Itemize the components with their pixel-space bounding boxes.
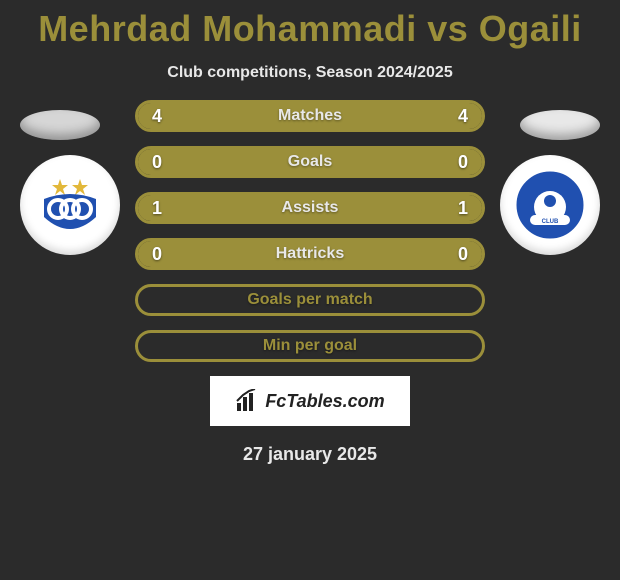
stat-value-right: 0 [458, 244, 468, 265]
club-badge-right: CLUB [500, 155, 600, 255]
club-logo-right-icon: CLUB [510, 165, 590, 245]
club-badge-left [20, 155, 120, 255]
comparison-panel: CLUB 4 4 Matches 0 0 Goals 1 1 Assists 0 0 Hattrick… [0, 100, 620, 465]
fctables-banner[interactable]: FcTables.com [210, 376, 410, 426]
chart-icon [235, 389, 259, 413]
stat-row: Min per goal [135, 330, 485, 362]
club-logo-left-icon [30, 165, 110, 245]
stat-fill-left [138, 149, 310, 175]
stat-label: Hattricks [276, 245, 344, 263]
stat-value-right: 1 [458, 198, 468, 219]
stat-label: Goals [288, 153, 332, 171]
stat-value-right: 4 [458, 106, 468, 127]
player-head-right [520, 110, 600, 140]
stat-row: 0 0 Hattricks [135, 238, 485, 270]
stat-label: Min per goal [263, 337, 357, 355]
fctables-label: FcTables.com [265, 391, 384, 412]
subtitle: Club competitions, Season 2024/2025 [0, 64, 620, 82]
stat-label: Matches [278, 107, 342, 125]
stat-row: 4 4 Matches [135, 100, 485, 132]
stat-value-left: 4 [152, 106, 162, 127]
stat-label: Assists [282, 199, 339, 217]
stat-value-left: 0 [152, 244, 162, 265]
page-title: Mehrdad Mohammadi vs Ogaili [0, 0, 620, 50]
date-label: 27 january 2025 [0, 444, 620, 465]
stat-fill-right [310, 149, 482, 175]
player-head-left [20, 110, 100, 140]
svg-text:CLUB: CLUB [542, 219, 559, 225]
stat-value-left: 0 [152, 152, 162, 173]
stat-value-left: 1 [152, 198, 162, 219]
stat-row: Goals per match [135, 284, 485, 316]
stat-value-right: 0 [458, 152, 468, 173]
stat-row: 0 0 Goals [135, 146, 485, 178]
stat-rows: 4 4 Matches 0 0 Goals 1 1 Assists 0 0 Hattricks Goal… [135, 100, 485, 362]
stat-label: Goals per match [247, 291, 372, 309]
stat-row: 1 1 Assists [135, 192, 485, 224]
